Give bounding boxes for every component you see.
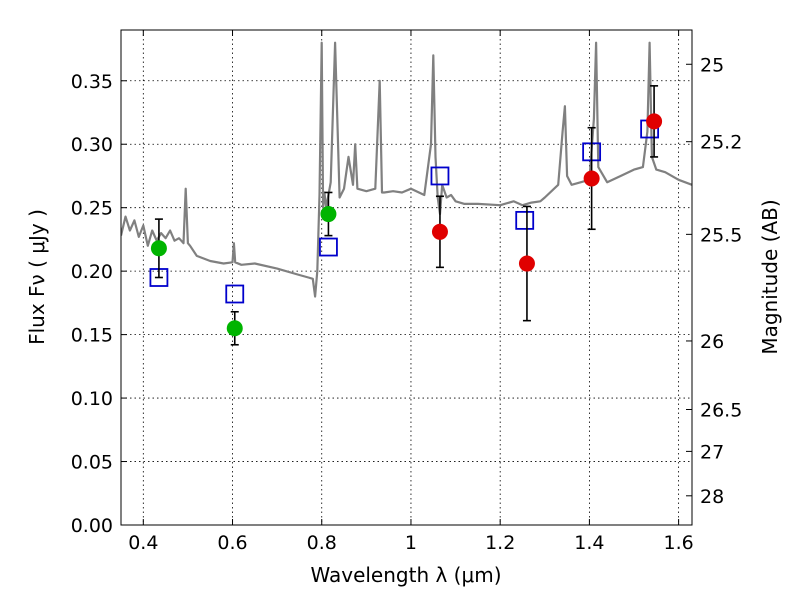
- y-tick-label: 0.00: [71, 515, 113, 537]
- x-tick-label: 0.6: [217, 532, 247, 554]
- observed-point: [320, 206, 337, 223]
- observed-point: [150, 240, 167, 257]
- y-tick-label: 0.20: [71, 261, 113, 283]
- plot-area: [121, 41, 692, 346]
- observed-point: [583, 170, 600, 187]
- y2-tick-label: 25: [700, 54, 724, 76]
- plot-frame: [120, 29, 693, 526]
- y-tick-label: 0.30: [71, 134, 113, 156]
- model-photometry-square: [430, 166, 450, 186]
- x-tick-label: 1: [405, 532, 417, 554]
- y-tick-label: 0.10: [71, 388, 113, 410]
- y2-axis-title: Magnitude (AB): [758, 199, 782, 354]
- y2-tick-label: 25.5: [700, 224, 742, 246]
- y2-tick-label: 27: [700, 441, 724, 463]
- y-tick-label: 0.35: [71, 71, 113, 93]
- y-tick-label: 0.05: [71, 452, 113, 474]
- gridlines: [121, 30, 692, 526]
- x-tick-label: 1.2: [485, 532, 515, 554]
- spectrum-line: [121, 41, 692, 298]
- x-tick-label: 0.4: [128, 532, 158, 554]
- observed-point: [518, 255, 535, 272]
- x-tick-label: 1.6: [664, 532, 694, 554]
- y2-tick-label: 26: [700, 331, 724, 353]
- y2-tick-label: 26.5: [700, 400, 742, 422]
- y-axis: 0.00 0.05 0.10 0.15 0.20 0.25 0.30 0.35: [71, 71, 127, 537]
- model-photometry-square: [515, 210, 535, 230]
- y-tick-label: 0.25: [71, 198, 113, 220]
- x-tick-label: 0.8: [307, 532, 337, 554]
- x-tick-label: 1.4: [574, 532, 604, 554]
- observed-point: [226, 320, 243, 337]
- y-axis-title: Flux Fν ( μJy ): [25, 209, 49, 345]
- x-axis-title: Wavelength λ (μm): [310, 563, 501, 587]
- y2-tick-label: 28: [700, 486, 724, 508]
- y2-tick-label: 25.2: [700, 132, 742, 154]
- model-photometry-square: [319, 237, 338, 257]
- observed-point: [431, 223, 448, 240]
- y2-axis: 25 25.2 25.5 26 26.5 27 28: [686, 54, 742, 508]
- y-tick-label: 0.15: [71, 325, 113, 347]
- model-photometry-square: [225, 284, 245, 304]
- x-axis: 0.4 0.6 0.8 1 1.2 1.4 1.6: [128, 30, 694, 554]
- observed-point: [646, 113, 663, 130]
